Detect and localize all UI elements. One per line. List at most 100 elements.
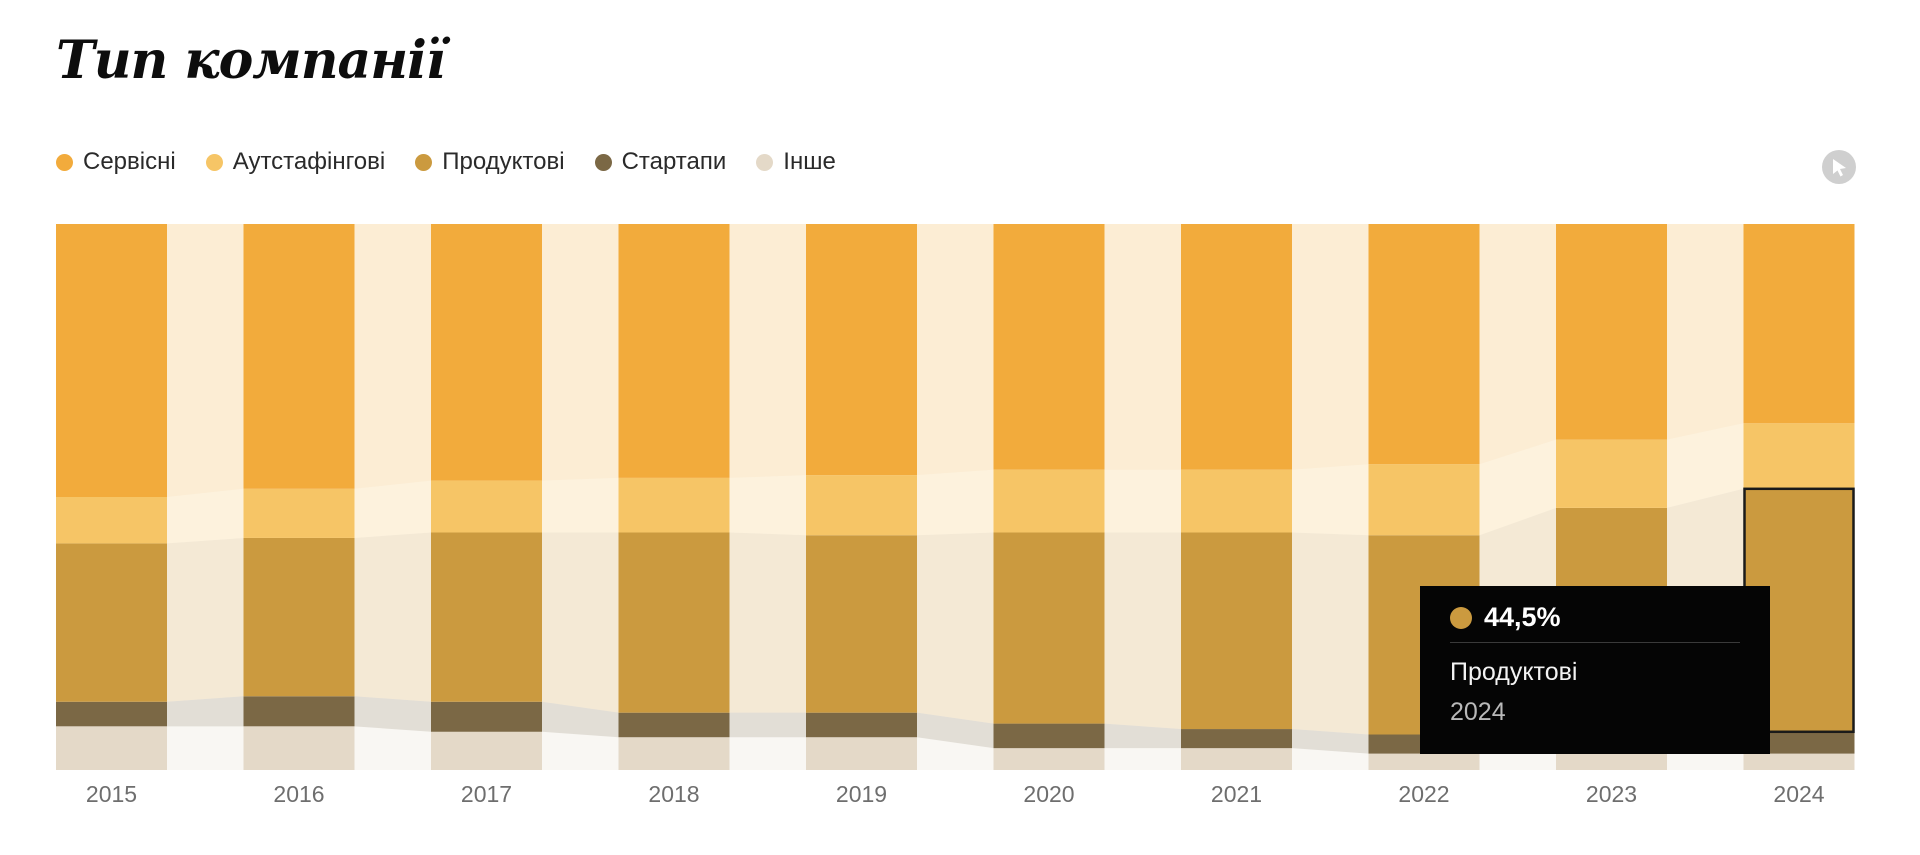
connector-Інше-2018 bbox=[729, 737, 806, 770]
bar-segment-Сервісні-2015[interactable] bbox=[56, 224, 167, 497]
bar-segment-Стартапи-2020[interactable] bbox=[993, 723, 1105, 749]
bar-segment-Стартапи-2018[interactable] bbox=[618, 712, 730, 738]
legend-item-services[interactable]: Сервісні bbox=[56, 148, 176, 176]
connector-Продуктові-2018 bbox=[729, 532, 806, 713]
bar-segment-Сервісні-2020[interactable] bbox=[993, 224, 1105, 470]
legend-label-services: Сервісні bbox=[83, 148, 176, 175]
bar-segment-Продуктові-2018[interactable] bbox=[618, 532, 730, 713]
bar-segment-Аутстафінгові-2023[interactable] bbox=[1556, 439, 1667, 508]
cursor-button[interactable] bbox=[1822, 150, 1856, 184]
connector-Продуктові-2015 bbox=[167, 537, 244, 702]
connector-Сервісні-2016 bbox=[354, 224, 431, 489]
legend-label-outstaffing: Аутстафінгові bbox=[232, 148, 386, 175]
connector-Інше-2015 bbox=[167, 726, 244, 770]
connector-Інше-2019 bbox=[917, 737, 994, 770]
bar-segment-Стартапи-2015[interactable] bbox=[56, 701, 167, 727]
bar-segment-Продуктові-2020[interactable] bbox=[993, 532, 1105, 724]
bar-segment-Сервісні-2017[interactable] bbox=[431, 224, 542, 481]
bar-segment-Інше-2021[interactable] bbox=[1181, 748, 1292, 770]
bar-segment-Інше-2016[interactable] bbox=[243, 726, 355, 770]
connector-Інше-2016 bbox=[354, 726, 431, 770]
tooltip-series: Продуктові bbox=[1450, 658, 1578, 686]
bar-segment-Сервісні-2018[interactable] bbox=[618, 224, 730, 478]
tooltip-value-row: 44,5% bbox=[1450, 602, 1561, 633]
connector-Інше-2022 bbox=[1479, 753, 1556, 770]
bar-segment-Інше-2019[interactable] bbox=[806, 737, 917, 770]
x-tick-label-2015: 2015 bbox=[86, 781, 137, 807]
bar-segment-Аутстафінгові-2020[interactable] bbox=[993, 469, 1105, 533]
legend: Сервісні Аутстафінгові Продуктові Старта… bbox=[56, 148, 836, 176]
connector-Сервісні-2023 bbox=[1667, 224, 1744, 440]
bar-segment-Продуктові-2016[interactable] bbox=[243, 537, 355, 697]
bar-segment-Аутстафінгові-2019[interactable] bbox=[806, 475, 917, 536]
x-tick-label-2018: 2018 bbox=[648, 781, 699, 807]
bar-segment-Аутстафінгові-2018[interactable] bbox=[618, 477, 730, 533]
bar-segment-Сервісні-2022[interactable] bbox=[1368, 224, 1480, 465]
legend-dot-startups bbox=[594, 153, 612, 171]
bar-segment-Аутстафінгові-2017[interactable] bbox=[431, 480, 542, 533]
bar-segment-Інше-2018[interactable] bbox=[618, 737, 730, 770]
connector-Аутстафінгові-2022 bbox=[1479, 439, 1556, 536]
bar-segment-Стартапи-2024[interactable] bbox=[1743, 731, 1855, 754]
connector-Продуктові-2019 bbox=[917, 532, 994, 724]
connector-Аутстафінгові-2016 bbox=[354, 480, 431, 538]
bar-segment-Аутстафінгові-2022[interactable] bbox=[1368, 464, 1480, 536]
connector-Сервісні-2015 bbox=[167, 224, 244, 497]
bar-segment-Інше-2022[interactable] bbox=[1368, 753, 1480, 770]
connector-Продуктові-2017 bbox=[542, 532, 619, 713]
bar-segment-Сервісні-2019[interactable] bbox=[806, 224, 917, 476]
connector-Стартапи-2017 bbox=[542, 701, 619, 738]
bar-segment-Аутстафінгові-2024[interactable] bbox=[1743, 423, 1855, 489]
tooltip-dot bbox=[1450, 606, 1472, 629]
bar-segment-Аутстафінгові-2015[interactable] bbox=[56, 497, 167, 544]
legend-item-outstaffing[interactable]: Аутстафінгові bbox=[205, 148, 386, 176]
x-tick-label-2024: 2024 bbox=[1773, 781, 1824, 807]
bar-segment-Продуктові-2015[interactable] bbox=[56, 543, 167, 702]
legend-item-startups[interactable]: Стартапи bbox=[594, 148, 726, 176]
connector-Інше-2020 bbox=[1104, 748, 1181, 770]
bar-segment-Сервісні-2023[interactable] bbox=[1556, 224, 1667, 440]
legend-item-other[interactable]: Інше bbox=[756, 148, 836, 176]
bar-segment-Інше-2020[interactable] bbox=[993, 748, 1105, 770]
bar-segment-Продуктові-2021[interactable] bbox=[1181, 532, 1292, 730]
x-tick-label-2021: 2021 bbox=[1211, 781, 1262, 807]
connector-Сервісні-2020 bbox=[1104, 224, 1181, 470]
bar-segment-Сервісні-2021[interactable] bbox=[1181, 224, 1292, 470]
legend-dot-outstaffing bbox=[205, 153, 223, 171]
connector-Стартапи-2016 bbox=[354, 696, 431, 732]
connector-Стартапи-2015 bbox=[167, 696, 244, 727]
tooltip-divider bbox=[1450, 642, 1740, 643]
bar-segment-Стартапи-2017[interactable] bbox=[431, 701, 542, 732]
bar-segment-Стартапи-2019[interactable] bbox=[806, 712, 917, 738]
bar-segment-Інше-2023[interactable] bbox=[1556, 753, 1667, 770]
connector-Сервісні-2021 bbox=[1292, 224, 1369, 470]
connector-Аутстафінгові-2023 bbox=[1667, 423, 1744, 508]
tooltip-value: 44,5% bbox=[1484, 602, 1561, 632]
bar-segment-Інше-2017[interactable] bbox=[431, 731, 542, 770]
bar-segment-Аутстафінгові-2016[interactable] bbox=[243, 488, 355, 538]
tooltip-year: 2024 bbox=[1450, 698, 1506, 726]
bar-segment-Аутстафінгові-2021[interactable] bbox=[1181, 469, 1292, 533]
connector-Аутстафінгові-2015 bbox=[167, 488, 244, 544]
bar-segment-Стартапи-2016[interactable] bbox=[243, 696, 355, 727]
connector-Сервісні-2022 bbox=[1479, 224, 1556, 465]
connector-Продуктові-2021 bbox=[1292, 532, 1369, 735]
cursor-icon bbox=[1833, 159, 1846, 177]
legend-item-product[interactable]: Продуктові bbox=[415, 148, 565, 176]
connector-Інше-2021 bbox=[1292, 748, 1369, 770]
connector-Стартапи-2018 bbox=[729, 712, 806, 738]
x-tick-label-2016: 2016 bbox=[273, 781, 324, 807]
legend-dot-other bbox=[756, 153, 774, 171]
bar-segment-Продуктові-2017[interactable] bbox=[431, 532, 542, 702]
bar-segment-Сервісні-2024[interactable] bbox=[1743, 224, 1855, 424]
connector-Сервісні-2019 bbox=[917, 224, 994, 476]
legend-label-product: Продуктові bbox=[442, 148, 565, 175]
connector-Сервісні-2017 bbox=[542, 224, 619, 481]
bar-segment-Продуктові-2019[interactable] bbox=[806, 535, 917, 713]
bar-segment-Інше-2015[interactable] bbox=[56, 726, 167, 770]
bar-segment-Стартапи-2021[interactable] bbox=[1181, 729, 1292, 749]
bar-segment-Інше-2024[interactable] bbox=[1743, 753, 1855, 770]
legend-label-other: Інше bbox=[783, 148, 836, 175]
bar-segment-Сервісні-2016[interactable] bbox=[243, 224, 355, 489]
